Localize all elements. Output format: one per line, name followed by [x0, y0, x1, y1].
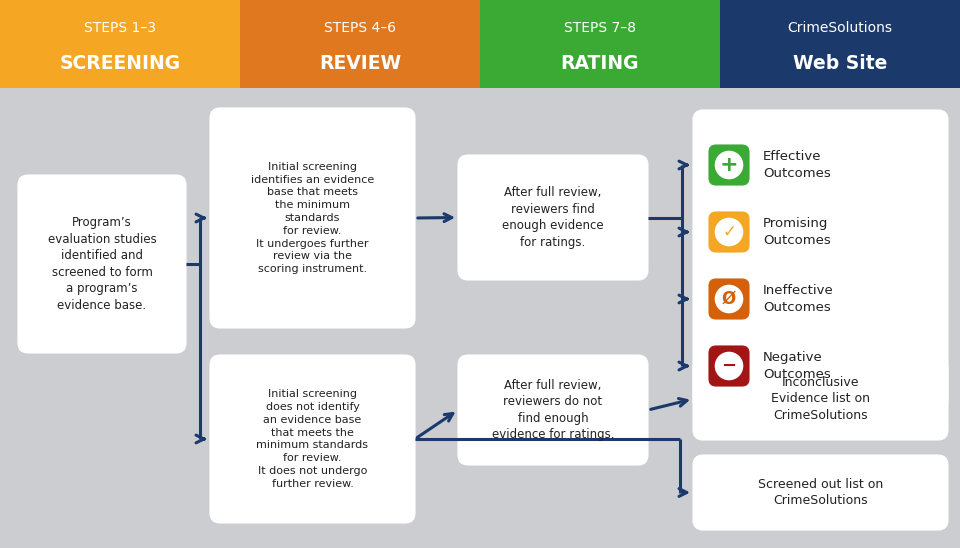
Bar [240, 0, 480, 88]
Circle shape [715, 219, 743, 246]
FancyBboxPatch shape [693, 358, 948, 440]
Text: SCREENING: SCREENING [60, 54, 180, 73]
Text: STEPS 1–3: STEPS 1–3 [84, 21, 156, 35]
Circle shape [715, 352, 743, 380]
Text: Inconclusive
Evidence list on
CrimeSolutions: Inconclusive Evidence list on CrimeSolut… [771, 376, 870, 422]
Circle shape [715, 151, 743, 179]
FancyBboxPatch shape [458, 355, 648, 465]
Text: Effective
Outcomes: Effective Outcomes [763, 150, 830, 180]
Text: Initial screening
does not identify
an evidence base
that meets the
minimum stan: Initial screening does not identify an e… [256, 389, 369, 489]
FancyBboxPatch shape [693, 455, 948, 530]
Text: After full review,
reviewers do not
find enough
evidence for ratings.: After full review, reviewers do not find… [492, 379, 614, 441]
Text: Web Site: Web Site [793, 54, 887, 73]
Text: STEPS 4–6: STEPS 4–6 [324, 21, 396, 35]
FancyBboxPatch shape [709, 346, 749, 386]
Text: Ø: Ø [722, 290, 736, 308]
Text: Promising
Outcomes: Promising Outcomes [763, 217, 830, 247]
FancyBboxPatch shape [18, 175, 186, 353]
Bar [720, 0, 960, 88]
Text: After full review,
reviewers find
enough evidence
for ratings.: After full review, reviewers find enough… [502, 186, 604, 249]
FancyBboxPatch shape [458, 155, 648, 280]
Text: Initial screening
identifies an evidence
base that meets
the minimum
standards
f: Initial screening identifies an evidence… [251, 162, 374, 274]
Text: STEPS 7–8: STEPS 7–8 [564, 21, 636, 35]
FancyBboxPatch shape [709, 145, 749, 185]
FancyBboxPatch shape [709, 279, 749, 319]
Circle shape [715, 286, 743, 312]
FancyBboxPatch shape [709, 212, 749, 252]
Text: +: + [720, 155, 738, 175]
Text: Negative
Outcomes: Negative Outcomes [763, 351, 830, 381]
Bar [480, 0, 720, 88]
Text: Program’s
evaluation studies
identified and
screened to form
a program’s
evidenc: Program’s evaluation studies identified … [48, 216, 156, 312]
FancyBboxPatch shape [693, 110, 948, 410]
Text: −: − [721, 357, 736, 375]
Text: Ineffective
Outcomes: Ineffective Outcomes [763, 284, 833, 314]
Text: ✓: ✓ [722, 223, 736, 241]
FancyBboxPatch shape [210, 355, 415, 523]
Text: Screened out list on
CrimeSolutions: Screened out list on CrimeSolutions [757, 478, 883, 507]
Text: REVIEW: REVIEW [319, 54, 401, 73]
Text: CrimeSolutions: CrimeSolutions [787, 21, 893, 35]
Text: RATING: RATING [561, 54, 639, 73]
FancyBboxPatch shape [210, 108, 415, 328]
Bar [0, 0, 240, 88]
